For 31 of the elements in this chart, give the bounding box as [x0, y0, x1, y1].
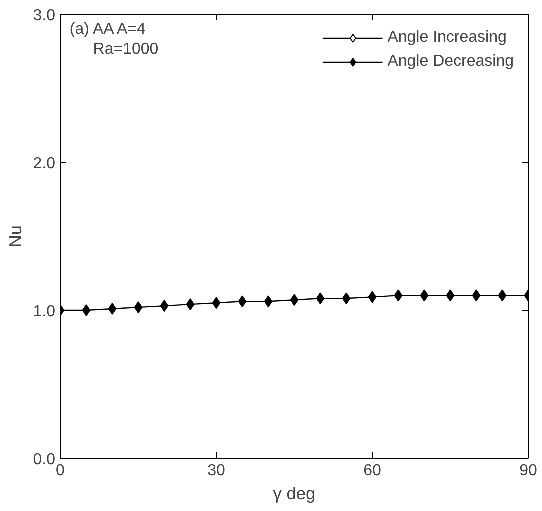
y-axis-title: Nu [5, 225, 26, 248]
point [290, 294, 299, 306]
point [82, 304, 91, 316]
point [108, 303, 117, 316]
legend-label: Angle Increasing [388, 29, 507, 47]
x-tick-label: 60 [364, 462, 382, 480]
x-tick-label: 30 [208, 462, 226, 480]
point [342, 292, 351, 305]
point [264, 296, 273, 308]
y-tick-label: 1.0 [33, 304, 56, 320]
point [212, 297, 221, 310]
point [420, 290, 429, 302]
annotation: (a) AA A=4 [70, 21, 146, 38]
y-tick-label: 3.0 [33, 8, 56, 24]
x-tick-label: 0 [56, 462, 66, 480]
point [238, 296, 247, 308]
y-tick-label: 0.0 [33, 452, 56, 468]
point [368, 291, 377, 304]
point [472, 290, 481, 302]
x-axis-title: γ deg [273, 484, 316, 504]
point [160, 300, 169, 312]
y-tick-label: 2.0 [33, 156, 56, 172]
point [394, 290, 403, 302]
annotation: Ra=1000 [93, 41, 159, 58]
point [498, 290, 507, 302]
point [134, 302, 143, 314]
point [186, 298, 195, 311]
point [446, 290, 455, 302]
x-tick-label: 90 [520, 462, 538, 480]
legend-label: Angle Decreasing [388, 53, 514, 71]
point [316, 292, 325, 305]
